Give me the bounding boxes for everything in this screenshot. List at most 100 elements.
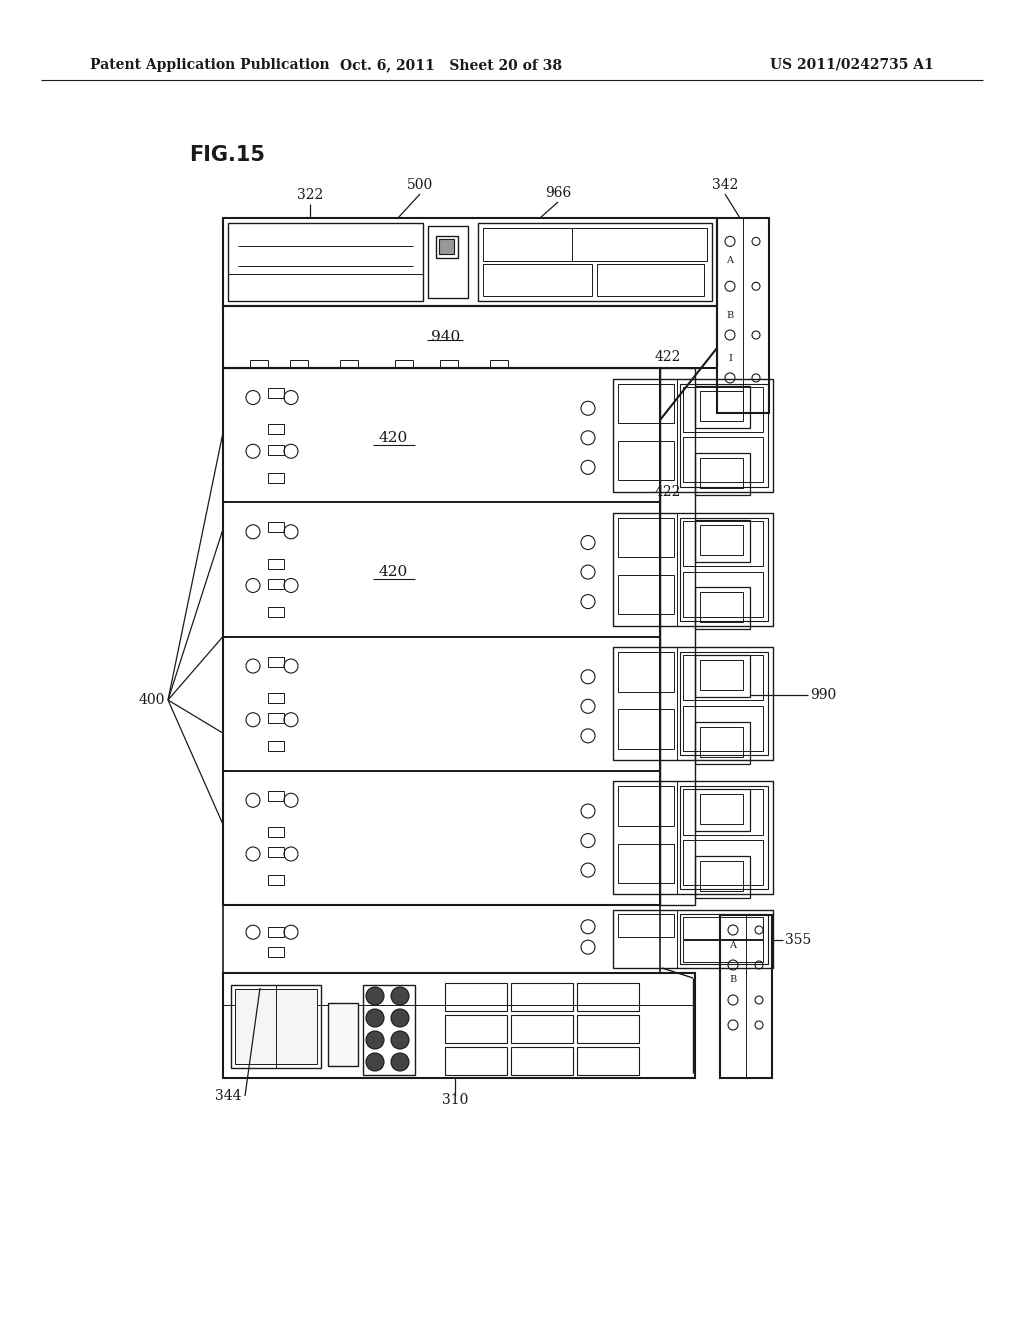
Text: 322: 322: [297, 187, 324, 202]
Bar: [268, 791, 284, 801]
Bar: [268, 928, 284, 937]
Bar: [268, 425, 284, 434]
Bar: [340, 360, 358, 368]
Bar: [683, 840, 763, 886]
Bar: [362, 985, 415, 1074]
Text: 422: 422: [654, 350, 681, 364]
Bar: [268, 742, 284, 751]
Bar: [717, 218, 769, 413]
Bar: [268, 847, 284, 857]
Bar: [683, 789, 763, 834]
Bar: [577, 983, 639, 1011]
Bar: [613, 513, 773, 626]
Bar: [683, 437, 763, 483]
Bar: [223, 306, 717, 368]
Bar: [618, 576, 674, 615]
Bar: [618, 652, 674, 692]
Text: A: A: [726, 256, 733, 265]
Bar: [700, 861, 743, 891]
Bar: [618, 913, 674, 937]
Bar: [268, 523, 284, 532]
Text: 966: 966: [545, 186, 571, 201]
Bar: [695, 520, 750, 562]
Bar: [700, 458, 743, 488]
Bar: [695, 385, 750, 428]
Bar: [268, 713, 284, 723]
Text: 344: 344: [215, 1089, 242, 1104]
Bar: [695, 453, 750, 495]
Text: 422: 422: [654, 484, 681, 499]
Bar: [268, 388, 284, 399]
Bar: [680, 913, 768, 964]
Bar: [680, 652, 768, 755]
Bar: [268, 828, 284, 837]
Bar: [680, 517, 768, 620]
Text: 990: 990: [810, 688, 837, 702]
Bar: [613, 909, 773, 968]
Text: 355: 355: [785, 933, 811, 946]
Text: 342: 342: [712, 178, 738, 191]
Circle shape: [366, 987, 384, 1005]
Text: B: B: [729, 975, 736, 985]
Bar: [695, 855, 750, 898]
Bar: [618, 441, 674, 480]
Bar: [268, 656, 284, 667]
Bar: [695, 655, 750, 697]
Text: 420: 420: [379, 430, 408, 445]
Bar: [683, 917, 764, 939]
Bar: [445, 1047, 507, 1074]
Bar: [700, 793, 743, 824]
Circle shape: [391, 987, 409, 1005]
Text: Patent Application Publication: Patent Application Publication: [90, 58, 330, 73]
Text: B: B: [726, 312, 733, 319]
Bar: [395, 360, 413, 368]
Bar: [683, 940, 764, 962]
Text: FIG.15: FIG.15: [189, 145, 265, 165]
Bar: [683, 655, 763, 701]
Text: Oct. 6, 2011   Sheet 20 of 38: Oct. 6, 2011 Sheet 20 of 38: [340, 58, 561, 73]
Bar: [618, 384, 674, 424]
Bar: [511, 983, 573, 1011]
Bar: [613, 647, 773, 760]
Bar: [618, 517, 674, 557]
Circle shape: [366, 1053, 384, 1071]
Bar: [268, 445, 284, 454]
Bar: [683, 706, 763, 751]
Bar: [268, 693, 284, 702]
Bar: [223, 636, 660, 771]
Bar: [700, 726, 743, 756]
Bar: [680, 384, 768, 487]
Bar: [618, 709, 674, 748]
Text: 400: 400: [138, 693, 165, 708]
Text: 310: 310: [441, 1093, 468, 1107]
Bar: [683, 387, 763, 432]
Bar: [445, 983, 507, 1011]
Bar: [268, 473, 284, 483]
Bar: [328, 1003, 358, 1067]
Bar: [577, 1015, 639, 1043]
Circle shape: [391, 1031, 409, 1049]
Bar: [223, 973, 695, 1078]
Text: 420: 420: [379, 565, 408, 579]
Bar: [511, 1015, 573, 1043]
Bar: [577, 1047, 639, 1074]
Bar: [478, 223, 712, 301]
Circle shape: [391, 1008, 409, 1027]
Bar: [223, 218, 717, 306]
Bar: [428, 226, 468, 298]
Bar: [223, 368, 660, 906]
Bar: [223, 771, 660, 906]
Bar: [613, 781, 773, 894]
Bar: [700, 660, 743, 689]
Bar: [683, 572, 763, 616]
Bar: [511, 1047, 573, 1074]
Bar: [700, 391, 743, 421]
Bar: [680, 787, 768, 890]
Bar: [695, 789, 750, 830]
Bar: [483, 228, 707, 261]
Bar: [268, 948, 284, 957]
Bar: [439, 239, 454, 253]
Bar: [268, 607, 284, 616]
Text: US 2011/0242735 A1: US 2011/0242735 A1: [770, 58, 934, 73]
Bar: [223, 502, 660, 636]
